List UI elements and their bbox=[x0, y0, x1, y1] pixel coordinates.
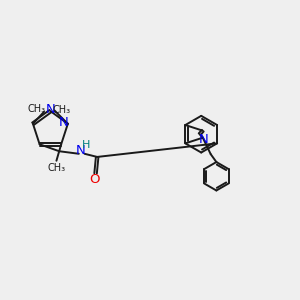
Text: CH₃: CH₃ bbox=[52, 105, 70, 115]
Text: N: N bbox=[199, 133, 209, 146]
Text: N: N bbox=[46, 103, 55, 116]
Text: H: H bbox=[82, 140, 90, 150]
Text: O: O bbox=[90, 173, 100, 186]
Text: CH₃: CH₃ bbox=[47, 163, 65, 173]
Text: N: N bbox=[58, 116, 68, 129]
Text: N: N bbox=[76, 144, 85, 157]
Text: CH₃: CH₃ bbox=[28, 104, 46, 114]
